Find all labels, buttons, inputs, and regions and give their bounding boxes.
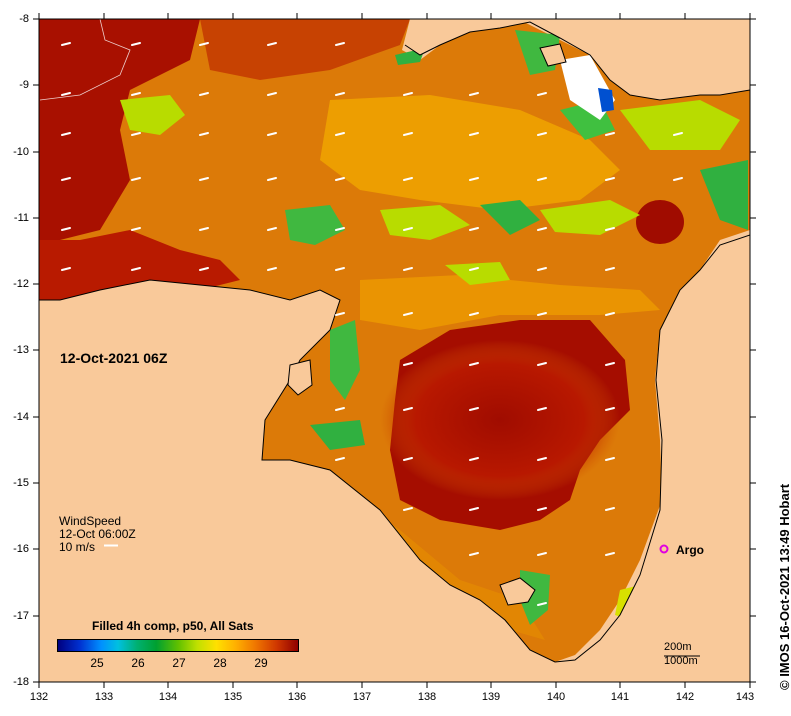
y-tick-minus12: -12 — [13, 278, 29, 290]
colorbar-tick-27: 27 — [172, 656, 186, 670]
y-tick-minus16: -16 — [13, 543, 29, 555]
warm-patch-south — [360, 275, 660, 330]
axis-ticks — [33, 13, 756, 688]
x-tick-137: 137 — [352, 691, 372, 703]
island-south — [499, 577, 536, 606]
x-tick-133: 133 — [94, 691, 114, 703]
hot-zone-north — [200, 19, 410, 80]
land-southwest — [39, 235, 750, 682]
depth-scale-200m: 200m — [664, 641, 692, 653]
border-line — [39, 19, 131, 101]
argo-marker — [659, 544, 669, 554]
y-tick-minus9: -9 — [19, 79, 29, 91]
x-tick-132: 132 — [29, 691, 49, 703]
colorbar-tick-28: 28 — [213, 656, 227, 670]
wind-key-arrow-icon — [104, 544, 118, 547]
colorbar-tick-26: 26 — [131, 656, 145, 670]
x-tick-136: 136 — [287, 691, 307, 703]
cool-blue-patch — [598, 88, 614, 112]
x-tick-143: 143 — [735, 691, 755, 703]
y-tick-minus8: -8 — [19, 13, 29, 25]
colorbar-title: Filled 4h comp, p50, All Sats — [92, 619, 254, 633]
colorbar-tick-25: 25 — [90, 656, 104, 670]
wind-key: WindSpeed 12-Oct 06:00Z 10 m/s — [59, 515, 136, 554]
y-tick-minus17: -17 — [13, 610, 29, 622]
coastline-south — [39, 234, 750, 663]
land-northeast — [405, 19, 750, 100]
warm-patch-central — [320, 95, 620, 210]
hot-spot-east — [636, 200, 684, 244]
y-tick-minus18: -18 — [13, 676, 29, 688]
date-label: 12-Oct-2021 06Z — [60, 350, 168, 366]
x-tick-140: 140 — [546, 691, 566, 703]
hot-zone-west — [39, 19, 200, 245]
island-west — [287, 359, 313, 396]
wind-key-time: 12-Oct 06:00Z — [59, 527, 136, 541]
x-tick-139: 139 — [481, 691, 501, 703]
y-tick-minus15: -15 — [13, 477, 29, 489]
wind-arrows — [61, 42, 683, 606]
depth-scale: 200m 1000m — [664, 640, 698, 668]
y-tick-minus11: -11 — [13, 212, 29, 224]
y-tick-minus14: -14 — [13, 411, 29, 423]
hot-zone-northwest — [39, 230, 240, 300]
imos-credit: © IMOS 16-Oct-2021 13:49 Hobart — [777, 483, 791, 690]
x-tick-142: 142 — [675, 691, 695, 703]
wind-key-scale: 10 m/s — [59, 540, 96, 554]
x-tick-135: 135 — [223, 691, 243, 703]
y-tick-minus10: -10 — [13, 146, 29, 158]
colorbar — [57, 639, 299, 652]
coastline-north — [404, 21, 750, 101]
x-tick-138: 138 — [417, 691, 437, 703]
colorbar-tick-29: 29 — [254, 656, 268, 670]
gulf-center-glow — [380, 340, 620, 500]
x-tick-134: 134 — [158, 691, 178, 703]
argo-label: Argo — [676, 543, 704, 557]
depth-scale-1000m: 1000m — [664, 655, 698, 667]
island-north — [539, 43, 567, 67]
y-tick-minus13: -13 — [13, 344, 29, 356]
x-tick-141: 141 — [610, 691, 630, 703]
wind-key-title: WindSpeed — [59, 514, 122, 528]
